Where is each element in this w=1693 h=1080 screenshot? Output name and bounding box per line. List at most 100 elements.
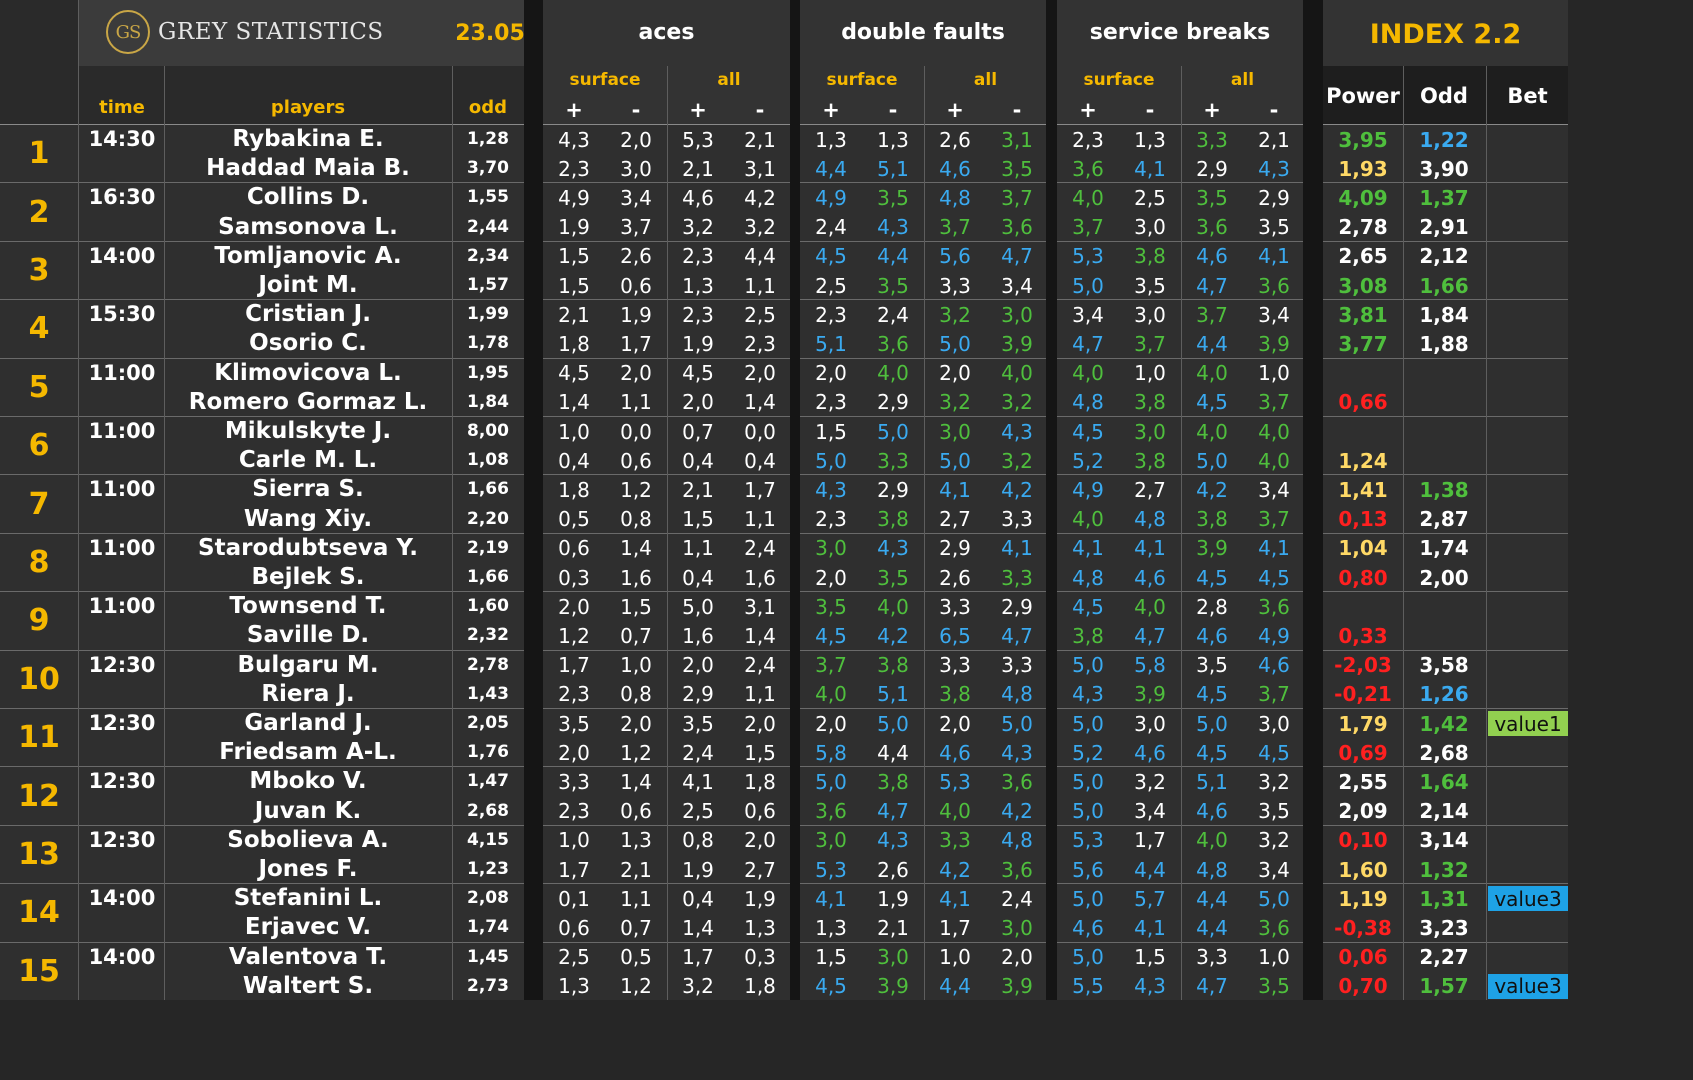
match-time: 14:00 [88, 944, 156, 969]
minus-marker: - [1145, 97, 1155, 122]
stat-value: 4,9 [1258, 623, 1290, 648]
stat-value: 3,5 [1134, 273, 1166, 298]
index-odd-value: 1,32 [1419, 857, 1469, 882]
stat-value: 3,3 [877, 448, 909, 473]
player-odd: 2,05 [467, 713, 509, 734]
stat-value: 3,4 [1258, 302, 1290, 327]
index-odd-value: 1,84 [1419, 302, 1469, 327]
row-divider [0, 240, 1568, 242]
stat-value: 3,4 [620, 185, 652, 210]
bet-badge: value3 [1488, 886, 1568, 912]
stat-value: 1,7 [744, 477, 776, 502]
player-odd: 2,44 [467, 216, 509, 237]
power-value: 0,06 [1338, 945, 1388, 970]
player-name: Sobolieva A. [227, 826, 389, 853]
index-subheader-bg [1323, 66, 1568, 125]
match-number: 15 [18, 953, 60, 989]
stat-value: 2,8 [1196, 594, 1228, 619]
stat-value: 2,0 [1001, 945, 1033, 970]
stat-value: 0,6 [558, 536, 590, 561]
stat-value: 1,5 [815, 945, 847, 970]
power-value: 3,08 [1338, 273, 1388, 298]
stat-value: 3,2 [939, 390, 971, 415]
grid-line [78, 0, 79, 1000]
power-value: -0,21 [1334, 682, 1392, 707]
stat-value: 4,1 [1072, 536, 1104, 561]
minus-marker: - [1269, 97, 1279, 122]
stat-value: 2,0 [815, 711, 847, 736]
stat-value: 4,5 [1196, 740, 1228, 765]
match-time: 11:00 [88, 360, 156, 385]
stat-value: 3,9 [1001, 974, 1033, 999]
stat-value: 2,3 [558, 156, 590, 181]
player-name: Joint M. [258, 272, 358, 299]
match-number: 11 [18, 720, 60, 756]
match-time: 12:30 [88, 711, 156, 736]
power-value [1323, 359, 1403, 388]
index-odd-value: 1,64 [1419, 769, 1469, 794]
stat-value: 0,8 [620, 507, 652, 532]
stat-value: 1,7 [1134, 828, 1166, 853]
stat-value: 3,6 [1001, 215, 1033, 240]
stat-value: 4,3 [877, 828, 909, 853]
index-odd-value: 2,14 [1419, 799, 1469, 824]
stat-value: 1,7 [558, 857, 590, 882]
player-odd: 1,08 [467, 450, 509, 471]
stat-value: 1,4 [744, 390, 776, 415]
stat-value: 3,7 [1001, 185, 1033, 210]
stat-value: 1,9 [682, 331, 714, 356]
stat-value: 3,7 [939, 215, 971, 240]
stat-value: 4,8 [1001, 828, 1033, 853]
stat-value: 3,0 [620, 156, 652, 181]
stat-value: 3,5 [558, 711, 590, 736]
stat-value: 0,6 [558, 915, 590, 940]
stat-value: 1,5 [815, 419, 847, 444]
power-value: 0,33 [1338, 623, 1388, 648]
stat-value: 1,1 [744, 507, 776, 532]
col-header-power: Power [1326, 83, 1400, 108]
player-name: Juvan K. [254, 797, 362, 824]
row-divider [0, 708, 1568, 709]
stat-value: 2,9 [877, 477, 909, 502]
player-name: Starodubtseva Y. [198, 534, 418, 561]
stat-value: 5,0 [1001, 711, 1033, 736]
stat-value: 4,6 [1134, 740, 1166, 765]
row-divider [0, 941, 1568, 943]
stat-value: 5,3 [1072, 828, 1104, 853]
stat-value: 5,0 [1196, 711, 1228, 736]
stat-value: 1,5 [558, 244, 590, 269]
stat-value: 3,5 [877, 273, 909, 298]
stat-value: 1,8 [558, 477, 590, 502]
stat-value: 5,0 [1072, 653, 1104, 678]
stat-value: 2,0 [939, 711, 971, 736]
stat-value: 4,7 [1001, 244, 1033, 269]
stat-value: 3,4 [1258, 477, 1290, 502]
stat-value: 3,4 [1258, 857, 1290, 882]
index-odd-value [1403, 592, 1485, 621]
stat-value: 2,9 [682, 682, 714, 707]
stat-value: 1,1 [620, 390, 652, 415]
player-name: Friedsam A-L. [219, 739, 397, 766]
row-divider [0, 416, 1568, 417]
stat-value: 4,5 [1072, 594, 1104, 619]
stat-value: 3,0 [939, 419, 971, 444]
stat-value: 4,4 [1196, 915, 1228, 940]
stat-value: 2,0 [939, 361, 971, 386]
minus-marker: - [1012, 97, 1022, 122]
stat-value: 3,5 [1258, 215, 1290, 240]
stat-value: 3,3 [1001, 507, 1033, 532]
stat-value: 4,5 [1072, 419, 1104, 444]
stat-value: 4,9 [558, 185, 590, 210]
stat-value: 4,4 [877, 740, 909, 765]
stat-value: 4,3 [1258, 156, 1290, 181]
stat-value: 4,8 [1196, 857, 1228, 882]
bet-badge: value1 [1488, 711, 1568, 737]
index-odd-value: 1,57 [1419, 974, 1469, 999]
stat-value: 3,9 [877, 974, 909, 999]
stat-value: 2,5 [815, 273, 847, 298]
stat-value: 1,4 [558, 390, 590, 415]
stat-value: 3,6 [1258, 273, 1290, 298]
stat-value: 4,5 [1196, 390, 1228, 415]
power-value: 2,65 [1338, 244, 1388, 269]
power-value: 0,80 [1338, 565, 1388, 590]
